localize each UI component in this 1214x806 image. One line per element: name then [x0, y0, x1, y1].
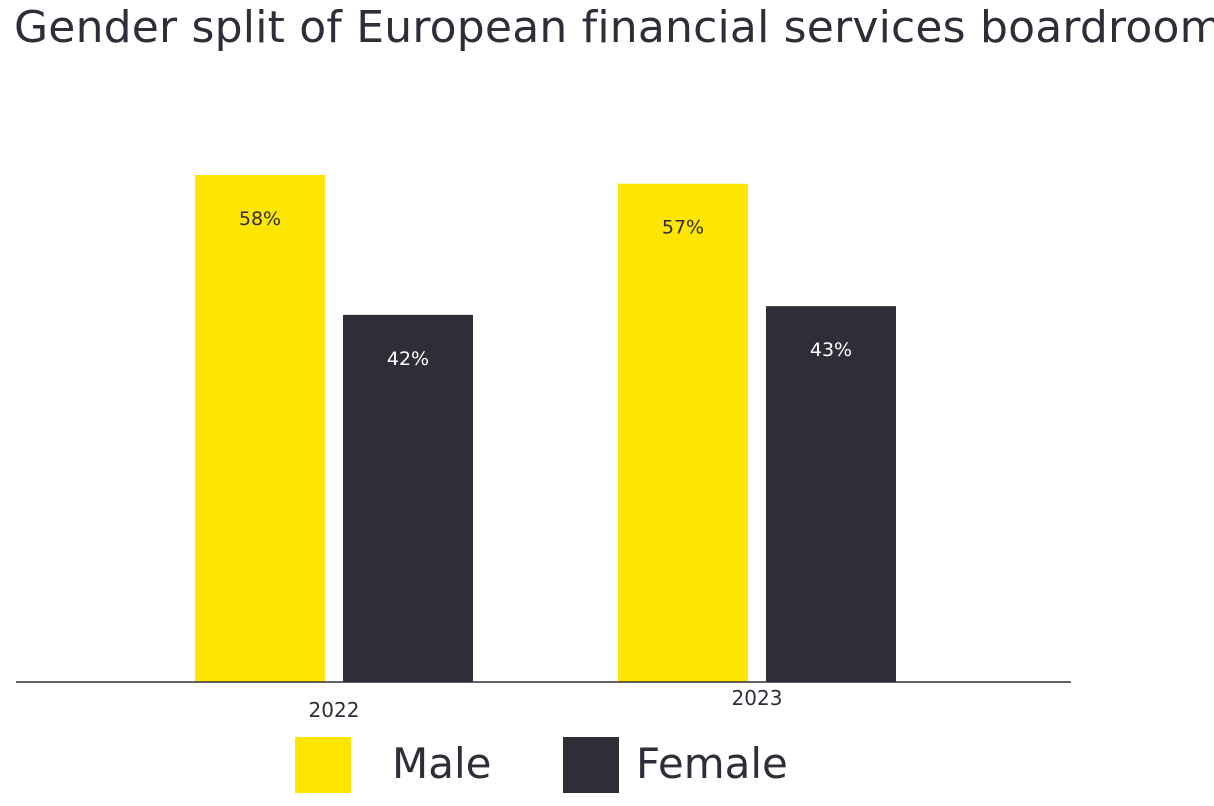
- bar-male-2023: [618, 183, 748, 682]
- data-label-male-2023: 57%: [662, 217, 704, 239]
- x-tick-labels-layer: 2022 2023: [309, 686, 783, 722]
- bar-female-2022: [343, 314, 473, 682]
- bar-female-2023: [766, 306, 896, 682]
- data-label-female-2022: 42%: [387, 348, 429, 370]
- chart-title: Gender split of European financial servi…: [14, 2, 1214, 53]
- bars-layer: [195, 175, 896, 682]
- legend-swatch-female: [563, 737, 619, 793]
- legend-swatch-male: [295, 737, 351, 793]
- legend-label-male: Male: [392, 739, 492, 788]
- x-tick-label-2022: 2022: [309, 698, 360, 722]
- data-labels-layer: 58% 42% 57% 43%: [239, 208, 852, 370]
- data-label-female-2023: 43%: [810, 339, 852, 361]
- data-label-male-2022: 58%: [239, 208, 281, 230]
- x-tick-label-2023: 2023: [732, 686, 783, 710]
- legend-label-female: Female: [636, 739, 788, 788]
- legend: Male Female: [0, 737, 1214, 797]
- bar-male-2022: [195, 175, 325, 682]
- bar-chart: 58% 42% 57% 43% 2022 2023: [16, 175, 1071, 722]
